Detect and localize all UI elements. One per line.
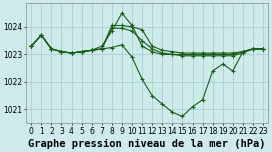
- X-axis label: Graphe pression niveau de la mer (hPa): Graphe pression niveau de la mer (hPa): [28, 138, 266, 149]
